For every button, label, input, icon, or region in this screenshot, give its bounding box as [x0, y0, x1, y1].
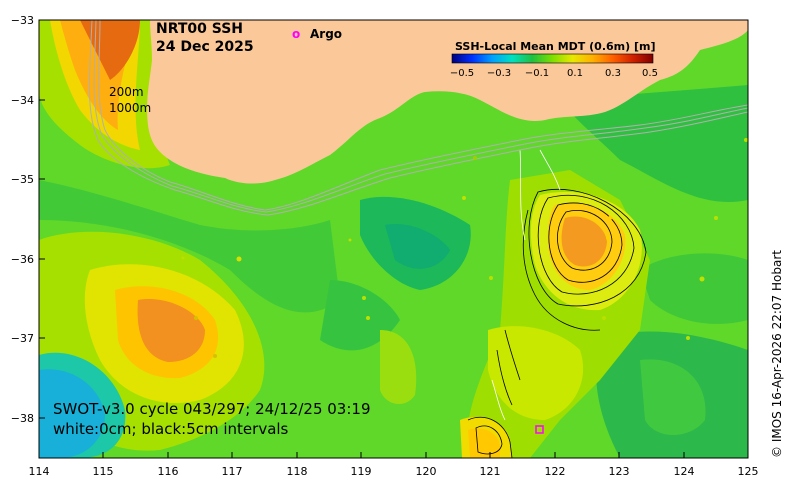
- data-point: [602, 316, 606, 320]
- ssh-zone: [640, 253, 748, 324]
- ssh-zone: [39, 369, 105, 458]
- colorbar-gradient: [451, 53, 654, 64]
- swot-contours: [467, 188, 647, 458]
- colorbar: SSH-Local Mean MDT (0.6m) [m] −0.5 −0.3 …: [450, 40, 658, 79]
- x-tick-label: 118: [287, 465, 308, 478]
- colorbar-tick: −0.3: [487, 68, 511, 79]
- depth-label-200m: 200m: [109, 85, 144, 99]
- ssh-zone: [80, 20, 140, 80]
- contour-line: [537, 194, 635, 295]
- y-tick-label: −38: [11, 412, 34, 425]
- x-tick-label: 121: [480, 465, 501, 478]
- data-point: [362, 296, 366, 300]
- contour-line: [522, 209, 601, 331]
- argo-float: [535, 425, 544, 434]
- y-tick-label: −33: [11, 14, 34, 27]
- imos-credit: © IMOS 16-Apr-2026 22:07 Hobart: [770, 250, 784, 458]
- y-tick-label: −34: [11, 94, 34, 107]
- contour-line: [539, 149, 561, 191]
- isobath-1000m: [88, 20, 748, 216]
- colorbar-tick: 0.3: [605, 68, 621, 79]
- x-tick-label: 119: [351, 465, 372, 478]
- y-tick-label: −36: [11, 253, 34, 266]
- swot-zero-contours: [491, 149, 561, 421]
- data-point: [686, 336, 690, 340]
- contour-interval-info: white:0cm; black:5cm intervals: [53, 420, 289, 438]
- y-tick-label: −35: [11, 173, 34, 186]
- data-point: [699, 276, 705, 282]
- data-point: [348, 238, 352, 242]
- isobath-200m: [98, 20, 748, 211]
- data-point: [236, 256, 242, 262]
- data-point: [462, 196, 466, 200]
- argo-legend-marker: o: [292, 27, 300, 41]
- ssh-zone: [137, 299, 205, 362]
- contour-line: [519, 149, 526, 241]
- colorbar-title: SSH-Local Mean MDT (0.6m) [m]: [455, 40, 655, 53]
- x-tick-label: 114: [29, 465, 50, 478]
- contour-line: [528, 188, 647, 307]
- observation-points: [181, 138, 748, 434]
- argo-legend-label: Argo: [310, 27, 342, 41]
- data-point: [608, 216, 612, 220]
- x-tick-label: 115: [93, 465, 114, 478]
- x-tick-label: 120: [416, 465, 437, 478]
- colorbar-tick: 0.1: [567, 68, 583, 79]
- data-point: [194, 316, 198, 320]
- contour-line: [548, 202, 623, 283]
- contour-line: [491, 379, 506, 421]
- ssh-zone: [640, 359, 706, 435]
- x-tick-label: 123: [609, 465, 630, 478]
- data-point: [366, 316, 370, 320]
- map-title: NRT00 SSH: [156, 21, 243, 37]
- y-axis: −33 −34 −35 −36 −37 −38: [11, 14, 45, 425]
- isobath-line: [93, 20, 748, 213]
- plot-frame: [38, 19, 749, 459]
- colorbar-tick: −0.5: [450, 68, 474, 79]
- data-point: [213, 354, 217, 358]
- colorbar-tick: −0.1: [525, 68, 549, 79]
- ssh-zone: [39, 180, 340, 313]
- data-point: [714, 216, 718, 220]
- data-point: [489, 276, 493, 280]
- data-point: [606, 236, 610, 240]
- x-tick-label: 117: [222, 465, 243, 478]
- x-tick-label: 116: [158, 465, 179, 478]
- x-tick-label: 124: [674, 465, 695, 478]
- contour-line: [496, 349, 513, 406]
- depth-label-1000m: 1000m: [109, 101, 151, 115]
- contour-line: [557, 210, 613, 271]
- ssh-zone: [488, 326, 584, 420]
- swot-cycle-info: SWOT-v3.0 cycle 043/297; 24/12/25 03:19: [53, 400, 371, 418]
- x-tick-label: 122: [545, 465, 566, 478]
- ssh-zone: [468, 428, 500, 458]
- data-point: [744, 138, 748, 142]
- ssh-zone: [561, 216, 607, 267]
- x-tick-label: 125: [738, 465, 759, 478]
- plot-area: [39, 20, 748, 458]
- colorbar-tick: 0.5: [642, 68, 658, 79]
- contour-line: [467, 416, 513, 458]
- data-point: [181, 256, 185, 260]
- y-tick-label: −37: [11, 332, 34, 345]
- contour-line: [475, 425, 503, 455]
- map-date: 24 Dec 2025: [156, 39, 254, 55]
- ssh-zone: [385, 224, 450, 269]
- x-axis: 114 115 116 117 118 119 120 121 122 123 …: [29, 452, 759, 478]
- ssh-zone: [380, 330, 417, 405]
- data-point: [473, 156, 477, 160]
- contour-line: [504, 329, 521, 381]
- bathymetry-lines: [88, 20, 748, 216]
